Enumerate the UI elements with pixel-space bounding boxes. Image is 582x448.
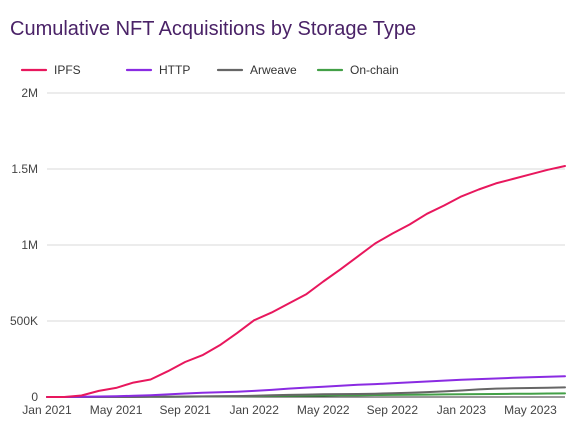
series-line-http bbox=[46, 375, 566, 398]
x-tick-label: Sep 2022 bbox=[367, 403, 419, 417]
y-tick-label: 500K bbox=[10, 314, 38, 328]
legend-label-http: HTTP bbox=[159, 63, 190, 77]
x-tick-label: May 2022 bbox=[297, 403, 350, 417]
chart-title: Cumulative NFT Acquisitions by Storage T… bbox=[10, 18, 417, 40]
x-tick-label: Jan 2021 bbox=[22, 403, 72, 417]
x-tick-label: Jan 2022 bbox=[230, 403, 280, 417]
y-tick-label: 1.5M bbox=[11, 162, 38, 176]
legend-label-on-chain: On-chain bbox=[350, 63, 399, 77]
legend-label-arweave: Arweave bbox=[250, 63, 297, 77]
x-tick-label: Sep 2021 bbox=[159, 403, 211, 417]
y-tick-label: 1M bbox=[21, 238, 38, 252]
legend-label-ipfs: IPFS bbox=[54, 63, 81, 77]
y-tick-label: 0 bbox=[31, 390, 38, 404]
x-tick-label: May 2021 bbox=[90, 403, 143, 417]
series-line-arweave bbox=[46, 386, 566, 398]
series-line-ipfs bbox=[46, 165, 566, 398]
y-tick-label: 2M bbox=[21, 86, 38, 100]
x-tick-label: May 2023 bbox=[504, 403, 557, 417]
x-tick-label: Jan 2023 bbox=[437, 403, 487, 417]
